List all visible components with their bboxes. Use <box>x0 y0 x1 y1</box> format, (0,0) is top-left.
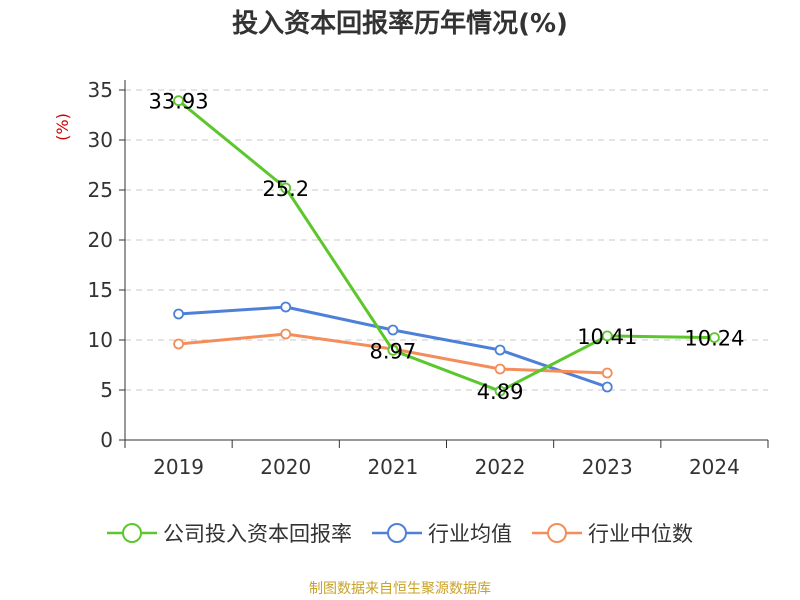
x-tick-label: 2023 <box>582 455 633 479</box>
data-point <box>387 324 399 336</box>
y-tick-label: 25 <box>88 178 113 202</box>
y-tick-label: 5 <box>100 378 113 402</box>
data-point <box>601 330 613 342</box>
x-tick-label: 2019 <box>153 455 204 479</box>
data-point <box>709 332 720 344</box>
data-label: 10.41 <box>577 325 637 349</box>
y-axis-label: (%) <box>53 113 72 141</box>
legend-label: 行业均值 <box>428 522 512 546</box>
data-label: 33.93 <box>149 90 209 114</box>
legend-label: 公司投入资本回报率 <box>163 522 352 546</box>
y-tick-label: 35 <box>88 78 113 102</box>
data-label: 10.24 <box>684 327 744 351</box>
line-chart: 0 5 10 15 20 25 30 35 (%) 2019 2020 2021 2022 2023 202… <box>53 78 769 479</box>
data-point <box>280 182 292 194</box>
x-tick-label: 2021 <box>367 455 418 479</box>
series-line <box>177 99 715 393</box>
data-point <box>494 344 506 356</box>
data-label: 25.2 <box>262 177 309 201</box>
data-point <box>173 308 184 320</box>
data-point <box>280 328 292 340</box>
chart-title: 投入资本回报率历年情况(%) <box>232 9 568 39</box>
data-label: 4.89 <box>477 380 524 404</box>
legend-swatch <box>372 523 422 543</box>
legend-label: 行业中位数 <box>588 522 693 546</box>
y-tick-label: 20 <box>88 228 113 252</box>
data-point <box>494 363 506 375</box>
data-point <box>173 95 184 107</box>
y-tick-label: 0 <box>100 428 113 452</box>
data-point <box>173 338 184 350</box>
y-tick-label: 30 <box>88 128 113 152</box>
legend-item[interactable]: 行业中位数 <box>532 518 693 548</box>
legend-swatch <box>107 523 157 543</box>
data-point <box>387 344 399 356</box>
data-point <box>494 385 506 397</box>
legend: 公司投入资本回报率 行业均值 行业中位数 <box>0 518 800 548</box>
data-point <box>280 301 292 313</box>
source-note: 制图数据来自恒生聚源数据库 <box>309 581 491 597</box>
data-point <box>601 381 613 393</box>
x-tick-label: 2022 <box>475 455 526 479</box>
y-tick-label: 15 <box>88 278 113 302</box>
legend-item[interactable]: 行业均值 <box>372 518 512 548</box>
x-tick-label: 2024 <box>689 455 740 479</box>
x-tick-label: 2020 <box>260 455 311 479</box>
y-tick-label: 10 <box>88 328 113 352</box>
legend-item[interactable]: 公司投入资本回报率 <box>107 518 352 548</box>
legend-swatch <box>532 523 582 543</box>
data-label: 8.97 <box>370 339 417 363</box>
data-point <box>601 367 613 379</box>
